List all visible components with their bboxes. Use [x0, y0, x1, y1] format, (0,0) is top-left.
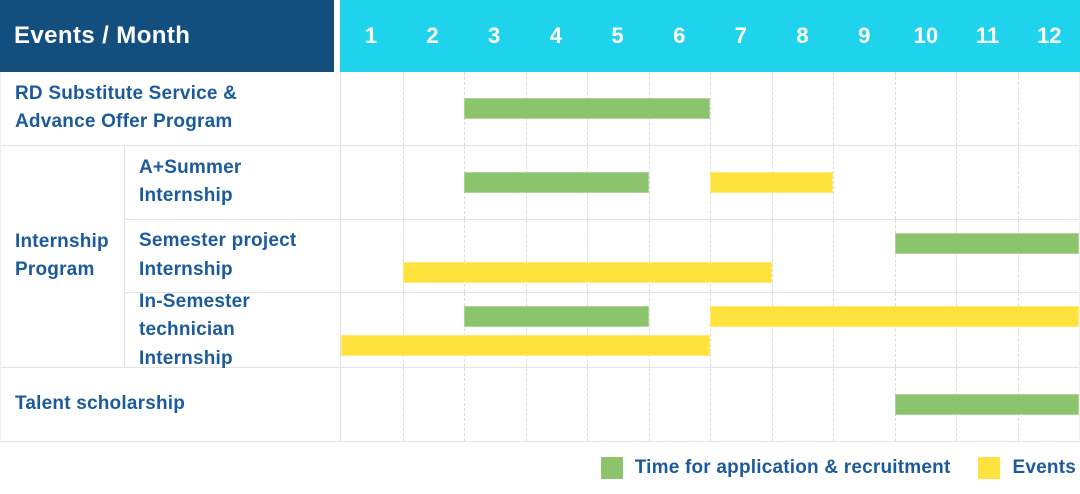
month-label-4: 4	[549, 23, 562, 48]
group-internship-program: Internship Program A+Summer Internship S…	[1, 145, 1079, 369]
month-gridline	[1017, 293, 1019, 368]
month-gridline	[525, 368, 527, 441]
month-gridline	[402, 368, 404, 441]
chart-cell-semester-project-internship	[341, 219, 1079, 293]
month-gridline	[833, 368, 834, 441]
month-gridline	[402, 293, 404, 368]
row-in-semester-technician-internship: In-Semester technician Internship	[125, 291, 1079, 369]
row-label-talent-scholarship: Talent scholarship	[1, 368, 341, 441]
month-gridline	[1017, 145, 1019, 219]
month-gridline	[525, 293, 527, 368]
month-gridline	[648, 219, 650, 293]
month-gridline	[587, 293, 588, 368]
month-gridline	[464, 368, 465, 441]
month-label-6: 6	[673, 23, 686, 48]
month-label-11: 11	[975, 23, 1000, 48]
application-bar	[464, 171, 649, 193]
chart-cell-in-semester-technician-internship	[341, 293, 1079, 368]
month-gridline	[833, 145, 834, 219]
month-gridline	[464, 219, 465, 293]
application-bar	[894, 394, 1079, 416]
month-label-8: 8	[796, 23, 809, 48]
group-label-internship-program: Internship Program	[1, 145, 125, 368]
month-label-3: 3	[488, 23, 501, 48]
month-gridline	[1017, 219, 1019, 293]
month-label-12: 12	[1036, 23, 1062, 48]
legend: Time for application & recruitment Event…	[0, 442, 1080, 494]
month-label-9: 9	[858, 23, 871, 48]
month-gridline	[833, 293, 834, 368]
schedule-body: RD Substitute Service & Advance Offer Pr…	[0, 72, 1080, 442]
month-gridline	[833, 72, 834, 145]
month-gridline	[894, 145, 896, 219]
application-bar	[464, 306, 649, 328]
month-gridline	[771, 219, 773, 293]
month-gridline	[464, 293, 465, 368]
legend-swatch-application	[600, 457, 623, 480]
event-bar	[710, 306, 1079, 328]
legend-label-events: Events	[1012, 457, 1076, 479]
month-gridline	[710, 72, 711, 145]
group-rows: A+Summer Internship Semester project Int…	[125, 145, 1079, 369]
month-gridline	[894, 72, 896, 145]
row-label-a-summer-internship: A+Summer Internship	[125, 145, 341, 219]
header-divider	[334, 0, 340, 72]
row-label-semester-project-internship: Semester project Internship	[125, 219, 341, 293]
month-gridline	[402, 219, 404, 293]
month-gridline	[648, 145, 650, 219]
chart-cell-a-summer-internship	[341, 145, 1079, 219]
row-label-rd-substitute: RD Substitute Service & Advance Offer Pr…	[1, 72, 341, 145]
row-talent-scholarship: Talent scholarship	[1, 368, 1079, 442]
month-label-5: 5	[611, 23, 624, 48]
month-label-10: 10	[913, 23, 939, 48]
events-month-header: Events / Month	[0, 0, 334, 72]
month-gridline	[956, 145, 957, 219]
row-a-summer-internship: A+Summer Internship	[125, 145, 1079, 220]
month-gridline	[587, 368, 588, 441]
month-gridline	[894, 219, 896, 293]
month-gridline	[771, 368, 773, 441]
application-bar	[894, 232, 1079, 254]
month-gridline	[402, 72, 404, 145]
legend-swatch-events	[978, 457, 1001, 480]
row-semester-project-internship: Semester project Internship	[125, 219, 1079, 294]
month-gridline	[525, 219, 527, 293]
month-gridline	[956, 293, 957, 368]
month-gridline	[710, 293, 711, 368]
month-gridline	[956, 219, 957, 293]
chart-cell-talent-scholarship	[341, 368, 1079, 441]
month-gridline	[648, 368, 650, 441]
chart-cell-rd-substitute	[341, 72, 1079, 145]
month-gridline	[833, 219, 834, 293]
legend-label-application: Time for application & recruitment	[634, 457, 951, 479]
month-gridline	[648, 293, 650, 368]
month-gridline	[1017, 72, 1019, 145]
month-gridline	[894, 293, 896, 368]
month-label-7: 7	[734, 23, 747, 48]
month-gridline	[710, 368, 711, 441]
header-row: Events / Month 1 2 3 4 5 6 7 8 9 10 11 12	[0, 0, 1080, 72]
month-gridline	[710, 219, 711, 293]
row-rd-substitute: RD Substitute Service & Advance Offer Pr…	[1, 72, 1079, 146]
month-gridline	[402, 145, 404, 219]
application-bar	[464, 97, 710, 119]
month-gridline	[771, 293, 773, 368]
event-bar	[341, 335, 710, 357]
month-gridline	[771, 72, 773, 145]
months-band: 1 2 3 4 5 6 7 8 9 10 11 12	[340, 0, 1080, 72]
month-label-2: 2	[426, 23, 439, 48]
row-label-in-semester-technician-internship: In-Semester technician Internship	[125, 291, 341, 369]
month-gridline	[587, 219, 588, 293]
event-bar	[402, 261, 772, 283]
month-gridline	[956, 72, 957, 145]
event-bar	[710, 171, 833, 193]
month-label-1: 1	[364, 23, 377, 48]
